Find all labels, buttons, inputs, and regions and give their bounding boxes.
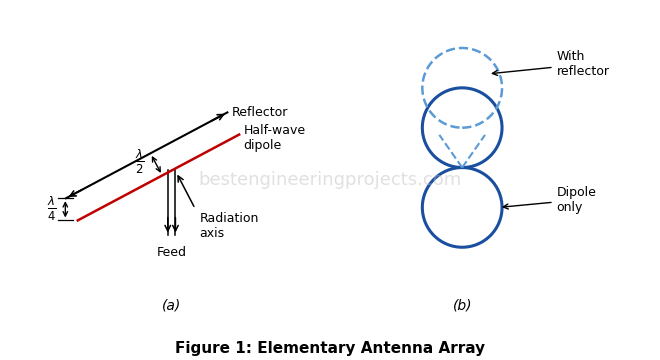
Text: bestengineeringprojects.com: bestengineeringprojects.com bbox=[199, 171, 461, 189]
Text: (a): (a) bbox=[162, 298, 182, 312]
Text: With
reflector: With reflector bbox=[492, 50, 610, 78]
Text: (b): (b) bbox=[453, 298, 472, 312]
Text: Dipole
only: Dipole only bbox=[503, 186, 597, 214]
Text: Feed: Feed bbox=[156, 246, 187, 259]
Text: $\frac{\lambda}{4}$: $\frac{\lambda}{4}$ bbox=[47, 195, 57, 223]
Text: Figure 1: Elementary Antenna Array: Figure 1: Elementary Antenna Array bbox=[175, 341, 485, 356]
Text: $\frac{\lambda}{2}$: $\frac{\lambda}{2}$ bbox=[135, 147, 145, 176]
Text: Radiation
axis: Radiation axis bbox=[199, 212, 259, 240]
Text: Half-wave
dipole: Half-wave dipole bbox=[244, 123, 306, 152]
Text: Reflector: Reflector bbox=[232, 106, 288, 119]
